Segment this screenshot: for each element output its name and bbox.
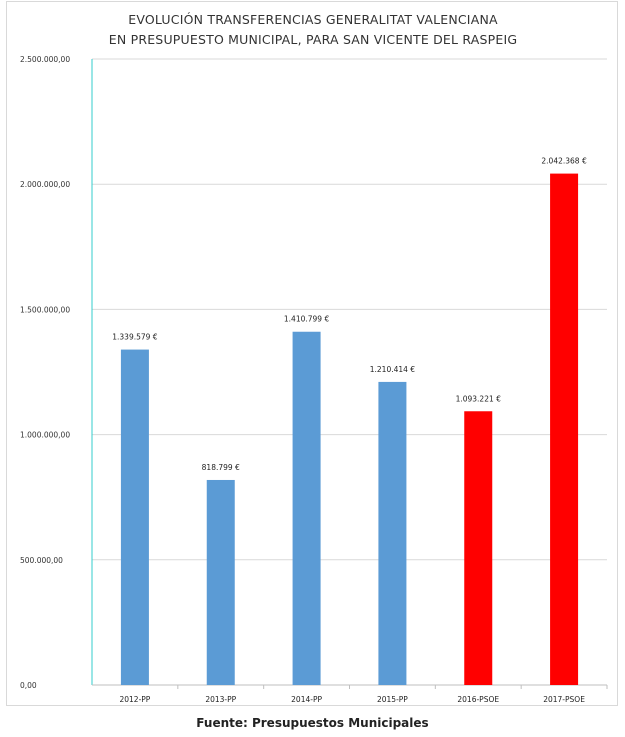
bar <box>120 349 149 685</box>
source-note: Fuente: Presupuestos Municipales <box>196 716 429 730</box>
x-tick-label: 2016-PSOE <box>457 695 499 704</box>
y-tick-label: 1.500.000,00 <box>20 305 70 314</box>
data-label: 1.339.579 € <box>112 333 158 342</box>
x-tick-label: 2014-PP <box>291 695 322 704</box>
data-label: 1.210.414 € <box>370 365 416 374</box>
data-label: 1.093.221 € <box>456 394 502 403</box>
chart-title: EVOLUCIÓN TRANSFERENCIAS GENERALITAT VAL… <box>7 10 619 50</box>
bar <box>378 381 407 685</box>
x-tick-label: 2015-PP <box>377 695 408 704</box>
y-tick-label: 0,00 <box>20 681 37 690</box>
data-label: 2.042.368 € <box>541 157 587 166</box>
x-tick-label: 2017-PSOE <box>543 695 585 704</box>
bar <box>292 331 321 685</box>
bar <box>206 479 235 685</box>
data-label: 818.799 € <box>202 463 240 472</box>
y-tick-label: 500.000,00 <box>20 556 63 565</box>
chart-title-line2: EN PRESUPUESTO MUNICIPAL, PARA SAN VICEN… <box>108 32 518 47</box>
x-tick-label: 2013-PP <box>205 695 236 704</box>
y-tick-label: 2.000.000,00 <box>20 180 70 189</box>
chart-title-line1: EVOLUCIÓN TRANSFERENCIAS GENERALITAT VAL… <box>128 12 498 27</box>
bar <box>550 173 579 685</box>
bar <box>464 411 493 685</box>
x-tick-label: 2012-PP <box>119 695 150 704</box>
y-tick-label: 1.000.000,00 <box>20 431 70 440</box>
data-label: 1.410.799 € <box>284 315 330 324</box>
bar-chart: 0,00 500.000,00 1.000.000,00 1.500.000,00 2.… <box>20 55 608 704</box>
y-tick-label: 2.500.000,00 <box>20 55 70 64</box>
